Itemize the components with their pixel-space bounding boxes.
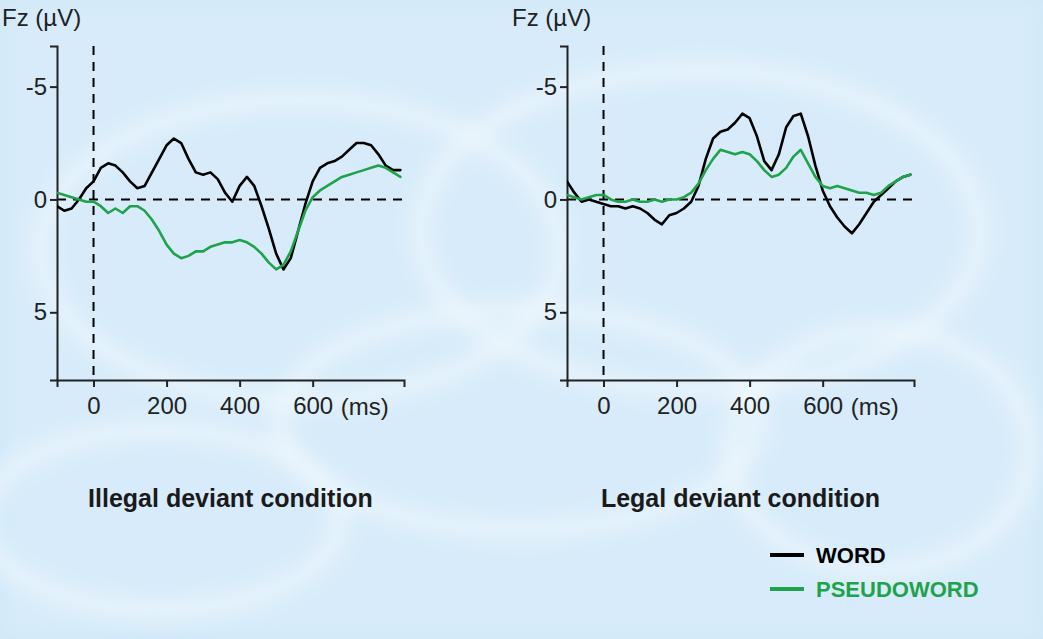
x-tick-mark (676, 380, 678, 387)
y-tick-mark (50, 199, 57, 201)
x-axis: 0 200 400 600 (568, 380, 915, 419)
background-wash (0, 0, 1043, 639)
x-tick: 200 (657, 380, 697, 419)
x-tick-mark (749, 380, 751, 387)
panel-title: Legal deviant condition (601, 484, 880, 512)
y-tick: 5 (34, 298, 57, 325)
x-tick-label: 400 (220, 392, 260, 419)
y-axis-line (560, 47, 568, 381)
y-tick: 5 (544, 298, 567, 325)
y-tick-mark (560, 86, 567, 88)
y-axis: -5 0 5 (536, 47, 568, 381)
legend-label: PSEUDOWORD (816, 577, 979, 602)
x-tick-mark (822, 380, 824, 387)
panel-title: Illegal deviant condition (88, 484, 373, 512)
y-tick-label: -5 (536, 73, 557, 100)
y-tick-label: 0 (34, 186, 47, 213)
x-tick-mark (312, 380, 314, 387)
series-line (567, 150, 910, 202)
panel: -5 0 5 0 200 400 600 (ms) Fz (µV) Illegal deviant… (2, 4, 405, 512)
series-line (57, 166, 400, 270)
onset-line (603, 46, 605, 380)
y-axis: -5 0 5 (26, 47, 58, 381)
series-line (567, 114, 910, 234)
x-tick-label: 0 (597, 392, 610, 419)
legend-swatch (770, 553, 804, 557)
reference-lines (57, 46, 404, 380)
y-axis-title: Fz (µV) (2, 4, 81, 31)
background-pattern (0, 0, 1043, 639)
x-tick: 600 (803, 380, 843, 419)
x-tick-label: 0 (87, 392, 100, 419)
x-axis-line (58, 381, 405, 388)
x-tick: 600 (293, 380, 333, 419)
x-tick-label: 600 (293, 392, 333, 419)
x-tick-mark (93, 380, 95, 387)
y-axis-line (50, 47, 58, 381)
y-tick-mark (50, 86, 57, 88)
x-axis-title: (ms) (341, 393, 389, 420)
x-tick-mark (166, 380, 168, 387)
onset-line (93, 46, 95, 380)
legend-label: WORD (816, 543, 886, 568)
y-tick: 0 (544, 186, 567, 213)
x-tick-label: 200 (147, 392, 187, 419)
x-tick: 400 (730, 380, 770, 419)
x-axis-line (568, 381, 915, 388)
y-axis-title: Fz (µV) (512, 4, 591, 31)
y-tick-label: 0 (544, 186, 557, 213)
x-axis-title: (ms) (851, 393, 899, 420)
x-tick-mark (239, 380, 241, 387)
y-tick: -5 (26, 73, 57, 100)
x-tick: 0 (87, 380, 100, 419)
x-tick: 200 (147, 380, 187, 419)
figure: -5 0 5 0 200 400 600 (ms) Fz (µV) Illegal deviant… (0, 0, 1043, 639)
y-tick-mark (560, 199, 567, 201)
legend: WORD PSEUDOWORD (770, 543, 979, 602)
y-tick-mark (50, 312, 57, 314)
background (0, 0, 1043, 639)
y-tick: 0 (34, 186, 57, 213)
y-tick-label: 5 (34, 298, 47, 325)
x-tick-label: 400 (730, 392, 770, 419)
legend-swatch (770, 587, 804, 591)
panel: -5 0 5 0 200 400 600 (ms) Fz (µV) Legal deviant c… (512, 4, 915, 512)
y-tick-mark (560, 312, 567, 314)
x-tick: 400 (220, 380, 260, 419)
x-tick-label: 600 (803, 392, 843, 419)
y-tick-label: 5 (544, 298, 557, 325)
x-tick: 0 (597, 380, 610, 419)
y-tick: -5 (536, 73, 567, 100)
reference-lines (567, 46, 914, 380)
x-axis: 0 200 400 600 (58, 380, 405, 419)
plot-area (567, 114, 910, 234)
x-tick-label: 200 (657, 392, 697, 419)
plot-area (57, 139, 400, 270)
x-tick-mark (603, 380, 605, 387)
series-line (57, 139, 400, 270)
y-tick-label: -5 (26, 73, 47, 100)
baseline (567, 198, 914, 200)
